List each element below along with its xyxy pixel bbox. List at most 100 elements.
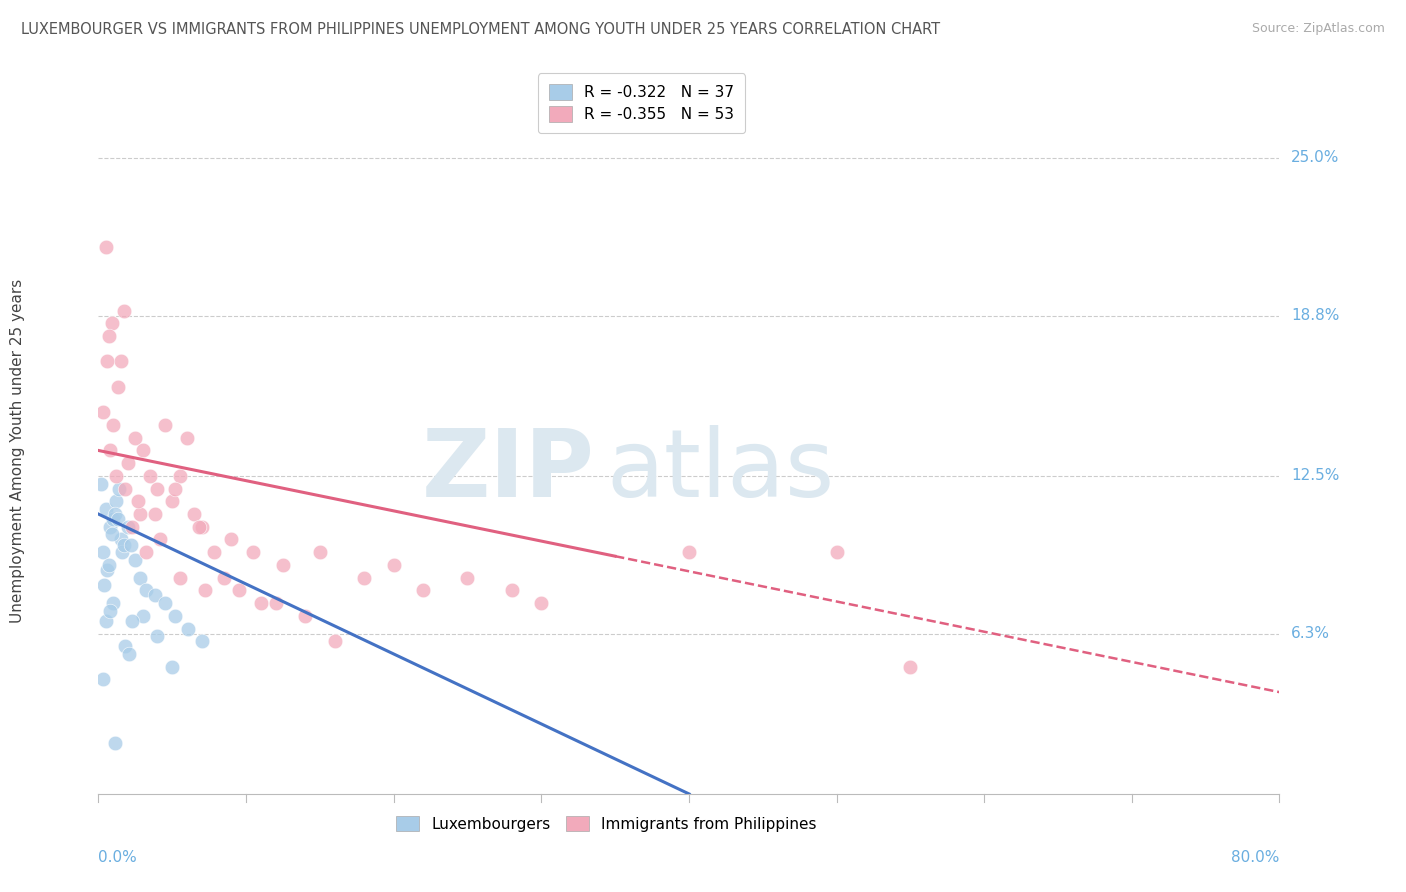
- Point: [457, 571, 479, 585]
- Point: [120, 538, 142, 552]
- Point: [202, 545, 225, 559]
- Point: [100, 316, 122, 330]
- Point: [143, 507, 166, 521]
- Point: [191, 634, 214, 648]
- Point: [112, 303, 135, 318]
- Text: LUXEMBOURGER VS IMMIGRANTS FROM PHILIPPINES UNEMPLOYMENT AMONG YOUTH UNDER 25 YE: LUXEMBOURGER VS IMMIGRANTS FROM PHILIPPI…: [21, 22, 941, 37]
- Point: [118, 647, 141, 661]
- Point: [825, 545, 848, 559]
- Point: [271, 558, 294, 572]
- Point: [294, 608, 316, 623]
- Point: [94, 240, 117, 254]
- Point: [132, 443, 155, 458]
- Text: Unemployment Among Youth under 25 years: Unemployment Among Youth under 25 years: [10, 278, 25, 623]
- Point: [264, 596, 287, 610]
- Point: [90, 476, 112, 491]
- Point: [97, 558, 120, 572]
- Point: [242, 545, 264, 559]
- Point: [91, 405, 114, 419]
- Point: [105, 494, 128, 508]
- Legend: Luxembourgers, Immigrants from Philippines: Luxembourgers, Immigrants from Philippin…: [389, 810, 823, 838]
- Point: [139, 469, 162, 483]
- Point: [194, 583, 217, 598]
- Point: [135, 583, 157, 598]
- Point: [353, 571, 375, 585]
- Point: [103, 512, 125, 526]
- Point: [98, 604, 121, 618]
- Point: [112, 538, 135, 552]
- Point: [169, 469, 191, 483]
- Text: 0.0%: 0.0%: [98, 850, 138, 865]
- Point: [169, 571, 191, 585]
- Point: [108, 482, 131, 496]
- Text: Source: ZipAtlas.com: Source: ZipAtlas.com: [1251, 22, 1385, 36]
- Point: [105, 469, 128, 483]
- Text: 6.3%: 6.3%: [1291, 626, 1330, 641]
- Text: atlas: atlas: [606, 425, 835, 517]
- Point: [94, 614, 117, 628]
- Point: [104, 507, 127, 521]
- Point: [221, 533, 243, 547]
- Point: [165, 608, 187, 623]
- Point: [412, 583, 434, 598]
- Point: [165, 482, 187, 496]
- Point: [177, 622, 200, 636]
- Point: [530, 596, 553, 610]
- Point: [110, 354, 132, 368]
- Point: [176, 431, 198, 445]
- Point: [114, 482, 136, 496]
- Point: [121, 614, 143, 628]
- Point: [153, 417, 176, 432]
- Point: [678, 545, 700, 559]
- Point: [91, 673, 114, 687]
- Point: [128, 571, 150, 585]
- Point: [382, 558, 405, 572]
- Point: [162, 494, 183, 508]
- Point: [107, 512, 129, 526]
- Point: [146, 482, 169, 496]
- Point: [104, 736, 127, 750]
- Point: [132, 608, 155, 623]
- Point: [103, 417, 125, 432]
- Point: [191, 520, 214, 534]
- Point: [162, 659, 183, 673]
- Point: [97, 329, 120, 343]
- Point: [149, 533, 172, 547]
- Point: [93, 578, 115, 592]
- Point: [323, 634, 346, 648]
- Text: 12.5%: 12.5%: [1291, 468, 1340, 483]
- Point: [128, 507, 150, 521]
- Text: 80.0%: 80.0%: [1232, 850, 1279, 865]
- Point: [96, 354, 118, 368]
- Point: [121, 520, 143, 534]
- Text: 18.8%: 18.8%: [1291, 308, 1340, 323]
- Point: [94, 502, 117, 516]
- Point: [110, 533, 132, 547]
- Point: [111, 545, 134, 559]
- Text: ZIP: ZIP: [422, 425, 595, 517]
- Point: [501, 583, 523, 598]
- Point: [100, 527, 122, 541]
- Point: [124, 553, 146, 567]
- Point: [212, 571, 235, 585]
- Point: [250, 596, 273, 610]
- Point: [228, 583, 250, 598]
- Point: [96, 563, 118, 577]
- Point: [187, 520, 209, 534]
- Point: [117, 456, 139, 470]
- Point: [124, 431, 146, 445]
- Point: [91, 545, 114, 559]
- Point: [900, 659, 922, 673]
- Point: [146, 629, 169, 643]
- Point: [114, 640, 136, 654]
- Point: [117, 520, 139, 534]
- Point: [153, 596, 176, 610]
- Point: [135, 545, 157, 559]
- Point: [143, 589, 166, 603]
- Point: [107, 380, 129, 394]
- Point: [98, 443, 121, 458]
- Text: 25.0%: 25.0%: [1291, 151, 1340, 165]
- Point: [309, 545, 332, 559]
- Point: [103, 596, 125, 610]
- Point: [183, 507, 205, 521]
